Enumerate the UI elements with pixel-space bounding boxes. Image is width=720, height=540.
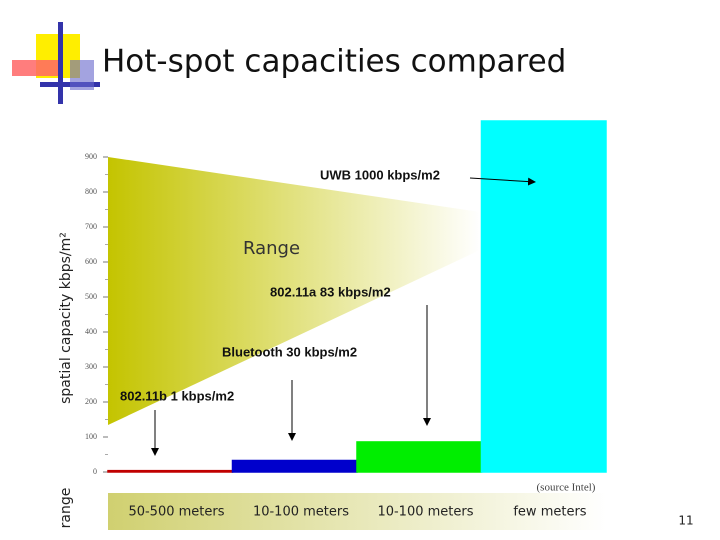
- y-tick-label: 400: [85, 327, 97, 336]
- logo: [12, 22, 100, 104]
- page-number: 11: [678, 514, 693, 528]
- y-tick-label: 300: [85, 362, 97, 371]
- y-tick-label: 800: [85, 187, 97, 196]
- y-axis-label: spatial capacity kbps/m²: [58, 232, 74, 404]
- bar: [480, 120, 607, 473]
- y-tick-label: 0: [93, 467, 97, 476]
- y-tick-label: 500: [85, 292, 97, 301]
- annotation: 802.11b 1 kbps/m2: [120, 388, 234, 403]
- slide-title: Hot-spot capacities compared: [102, 44, 566, 80]
- annotation: Bluetooth 30 kbps/m2: [222, 344, 357, 359]
- x-tick-label: 10-100 meters: [253, 505, 349, 520]
- y-tick-label: 700: [85, 222, 97, 231]
- source-note: (source Intel): [537, 482, 596, 494]
- y-tick-label: 900: [85, 152, 97, 161]
- x-tick-label: 10-100 meters: [377, 505, 473, 520]
- bar: [107, 469, 234, 473]
- bar: [356, 441, 483, 473]
- range-wedge: [108, 157, 480, 425]
- x-tick-label: 50-500 meters: [128, 505, 224, 520]
- annotation: 802.11a 83 kbps/m2: [270, 284, 391, 299]
- bar: [231, 459, 358, 473]
- y-tick-label: 600: [85, 257, 97, 266]
- x-tick-label: few meters: [513, 505, 586, 520]
- range-band: [108, 493, 606, 530]
- y-tick-label: 200: [85, 397, 97, 406]
- arrow: [469, 177, 536, 186]
- annotation: UWB 1000 kbps/m2: [320, 167, 440, 182]
- y-tick-label: 100: [85, 432, 97, 441]
- range-label: Range: [243, 238, 300, 259]
- x-axis-label: range: [58, 488, 74, 529]
